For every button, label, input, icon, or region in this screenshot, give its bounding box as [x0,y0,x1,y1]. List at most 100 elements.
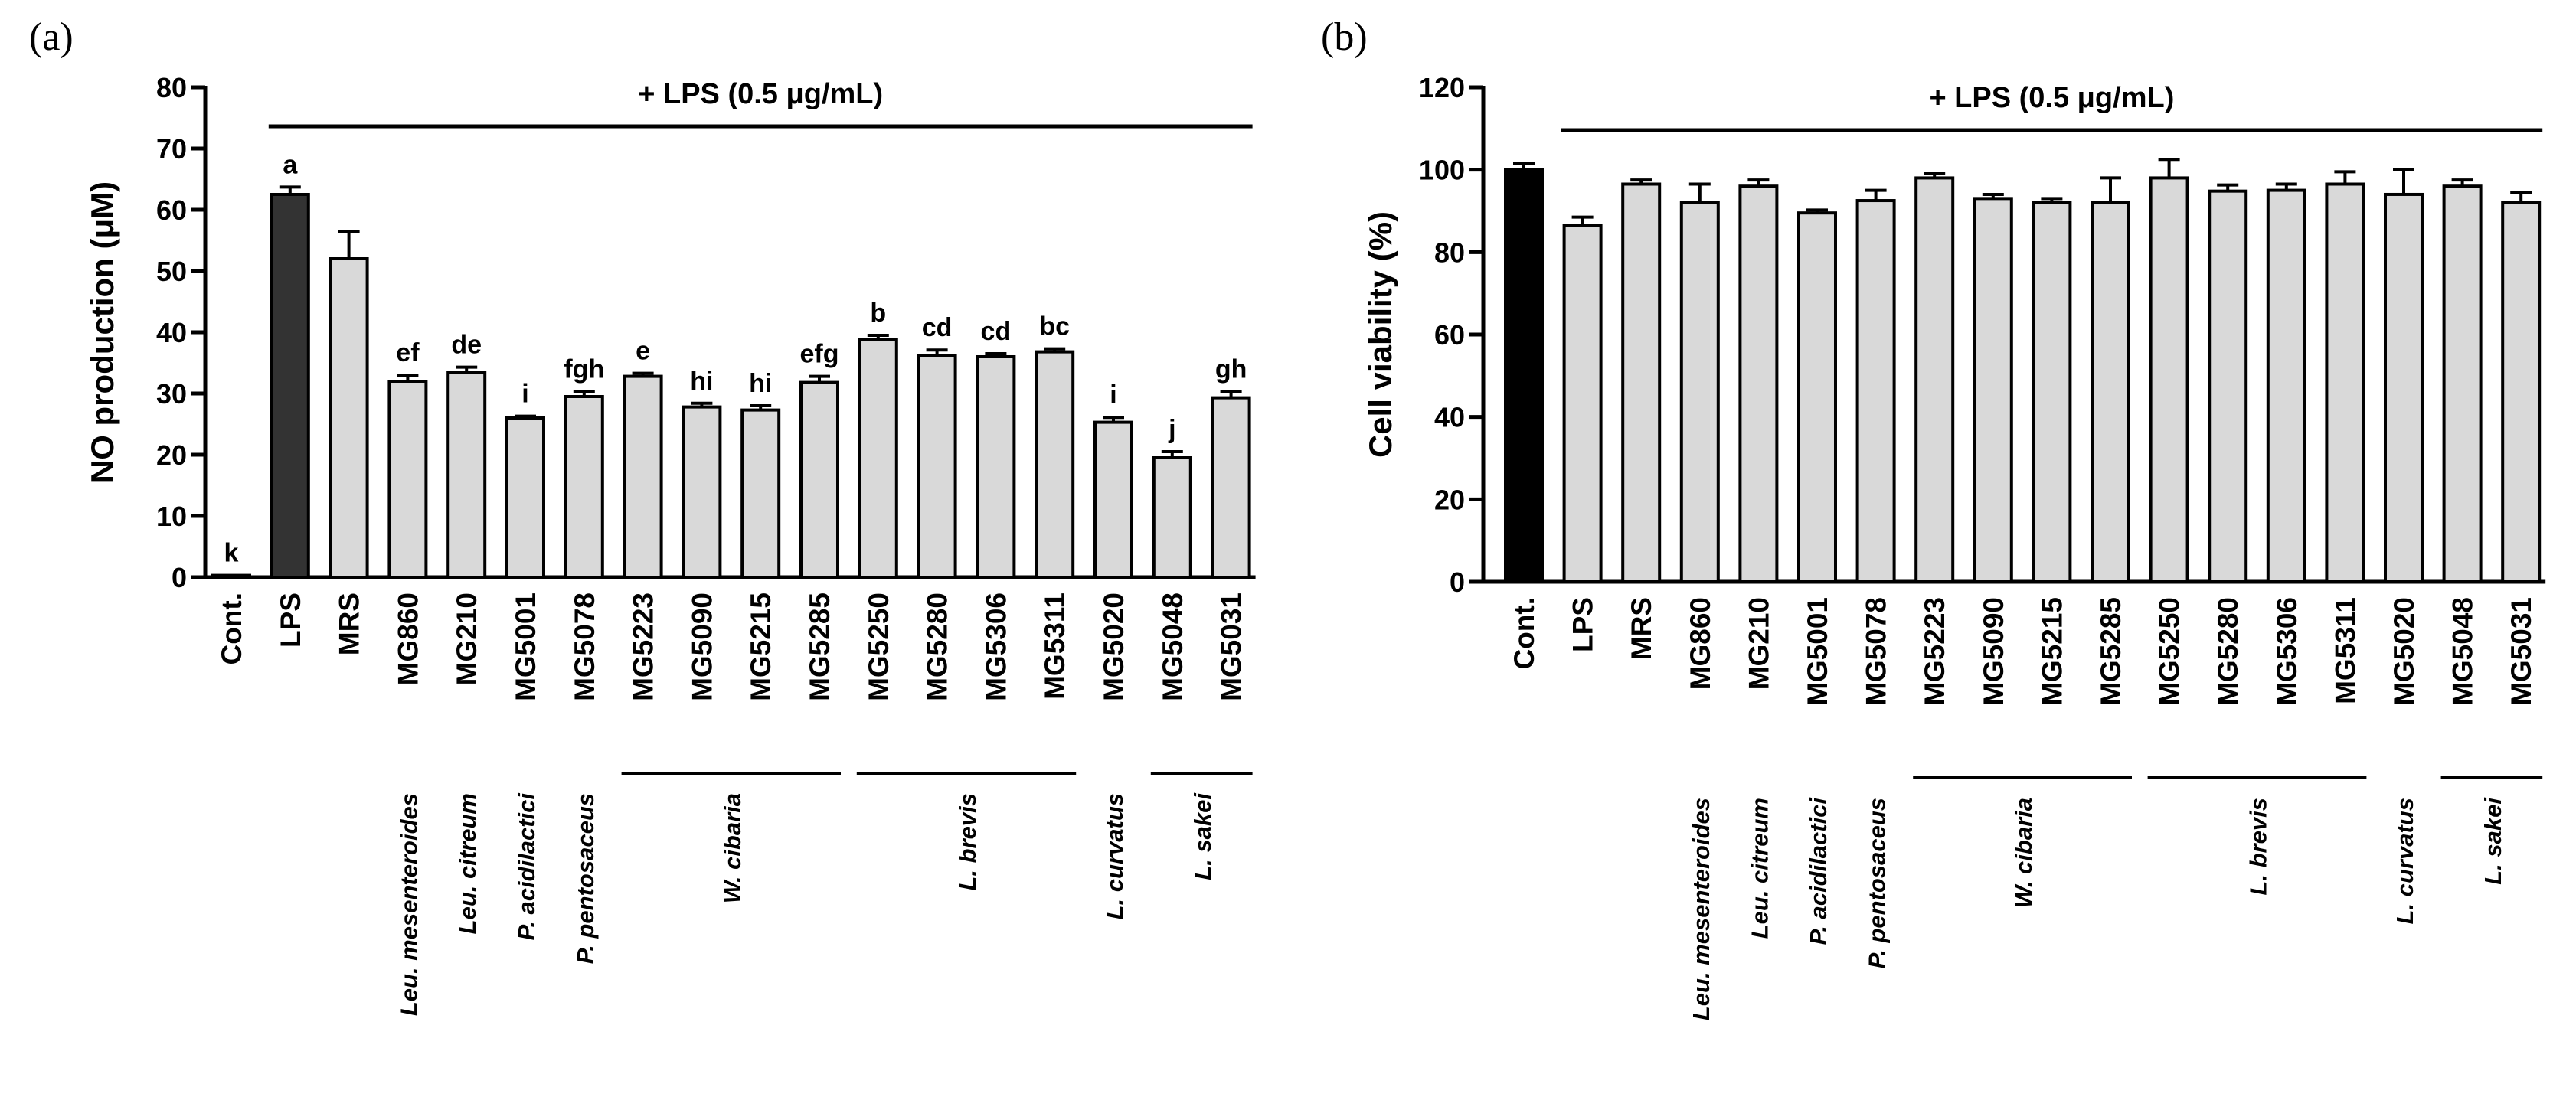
significance-letter: a [283,150,298,179]
x-tick-label: LPS [1568,597,1599,652]
significance-letter: cd [922,313,953,342]
x-tick-label: Cont. [216,593,247,665]
bar-mg5280 [917,354,957,579]
chart-title-lps: + LPS (0.5 μg/mL) [638,78,883,110]
species-group-label: L. sakei [2480,797,2506,885]
x-tick-label: MG5311 [1039,593,1071,700]
significance-letter: ef [396,338,420,367]
bar-mg5311 [1035,350,1075,579]
bar-cont [1504,168,1544,583]
x-tick-label: MG5285 [2095,597,2127,706]
bar-mg210 [1738,184,1779,583]
bar-mg5078 [1855,199,1896,583]
bar-mg5223 [623,374,663,579]
bar-cont [211,573,251,579]
bar-mrs [329,257,369,579]
y-tick-label: 70 [156,133,187,165]
panel-b-cell-viability-chart: (b) Cell viability (%) 0 20 40 60 80 100 120 + LP… [1321,15,2546,1020]
x-tick-label: MG5031 [1216,593,1247,701]
bar-mg5031 [2501,201,2542,583]
bar-mg5250 [2149,176,2189,583]
y-tick-label: 100 [1419,155,1465,186]
x-tick-label: MG5306 [980,593,1012,701]
x-tick-label: LPS [275,593,306,648]
bar-mg5090 [682,405,722,579]
x-tick-label: MG5250 [2154,597,2185,706]
y-tick-label: 20 [156,439,187,471]
bar-mg5078 [564,395,604,579]
species-group-label: P. pentosaceus [1864,798,1891,968]
significance-letter: bc [1039,312,1070,341]
x-tick-label: MG5048 [2447,597,2479,706]
y-tick-label: 80 [156,72,187,103]
x-tick-label: MG5306 [2271,597,2303,706]
bar-mg5215 [740,408,781,579]
bar-mg5020 [1093,420,1133,579]
species-group-label: L. curvatus [1101,793,1128,919]
x-tick-label: MG5078 [1861,597,1892,706]
bar-mrs [1621,182,1662,583]
x-tick-label: MG5311 [2329,597,2361,704]
x-tick-label: MG5215 [745,593,776,701]
bar-lps [270,193,310,579]
bar-mg5306 [976,355,1016,579]
y-tick-label: 0 [172,562,187,593]
y-tick-label: 30 [156,378,187,410]
panel-label: (a) [29,15,74,59]
bar-mg5280 [2208,189,2248,583]
bar-mg5311 [2325,182,2365,583]
x-tick-label: MG5280 [922,593,953,701]
bar-mg5285 [2091,201,2130,583]
significance-letter: k [224,539,239,568]
significance-letter: hi [749,369,772,398]
significance-letter: gh [1215,355,1247,384]
species-group-label: P. acidilactici [1805,797,1832,945]
species-group-label: Leu. citreum [1746,798,1773,939]
x-tick-label: MG5031 [2506,597,2537,706]
significance-letter: i [1110,380,1116,410]
bar-lps [1562,224,1603,583]
y-tick-label: 50 [156,256,187,287]
bar-mg5090 [1973,197,2013,583]
significance-letter: j [1168,415,1175,444]
significance-letter: e [636,337,650,366]
species-group-label: Leu. mesenteroides [1688,798,1715,1020]
bar-mg5306 [2266,188,2306,583]
x-tick-label: MG5001 [1802,597,1833,706]
species-group-label: Leu. mesenteroides [395,793,422,1016]
species-group-label: L. sakei [1189,792,1216,880]
species-group-label: L. brevis [954,793,981,891]
x-tick-label: MG5090 [686,593,718,701]
species-group-label: L. curvatus [2391,798,2418,924]
significance-letter: fgh [564,355,604,384]
x-tick-label: MG210 [451,593,482,685]
y-tick-label: 60 [156,194,187,226]
species-group-label: Leu. citreum [454,793,481,934]
bar-mg860 [387,380,428,579]
panel-label: (b) [1321,15,1368,59]
bar-mg5001 [1797,211,1837,583]
x-tick-label: MG5280 [2212,597,2244,706]
x-tick-label: MG5001 [510,593,541,701]
x-tick-label: MG860 [392,593,423,685]
species-group-label: W. cibaria [719,793,746,903]
bar-mg5048 [1152,456,1192,579]
y-tick-label: 40 [156,317,187,348]
y-tick-label: 40 [1434,402,1465,433]
y-tick-label: 10 [156,501,187,532]
y-tick-label: 120 [1419,72,1465,103]
species-group-label: P. pentosaceus [572,793,599,964]
y-axis-label: NO production (μM) [84,181,120,483]
bar-mg5215 [2032,201,2072,583]
species-group-label: P. acidilactici [513,792,540,941]
x-tick-label: MG5090 [1978,597,2009,706]
y-axis-label: Cell viability (%) [1362,211,1398,458]
species-group-label: W. cibaria [2010,798,2037,908]
x-tick-label: MRS [1626,597,1657,660]
x-tick-label: Cont. [1509,597,1540,670]
x-tick-label: MG5020 [1098,593,1129,701]
bar-mg5250 [858,338,898,579]
bar-mg5223 [1914,176,1955,583]
significance-letter: efg [800,340,839,369]
x-tick-label: MG5048 [1157,593,1188,701]
